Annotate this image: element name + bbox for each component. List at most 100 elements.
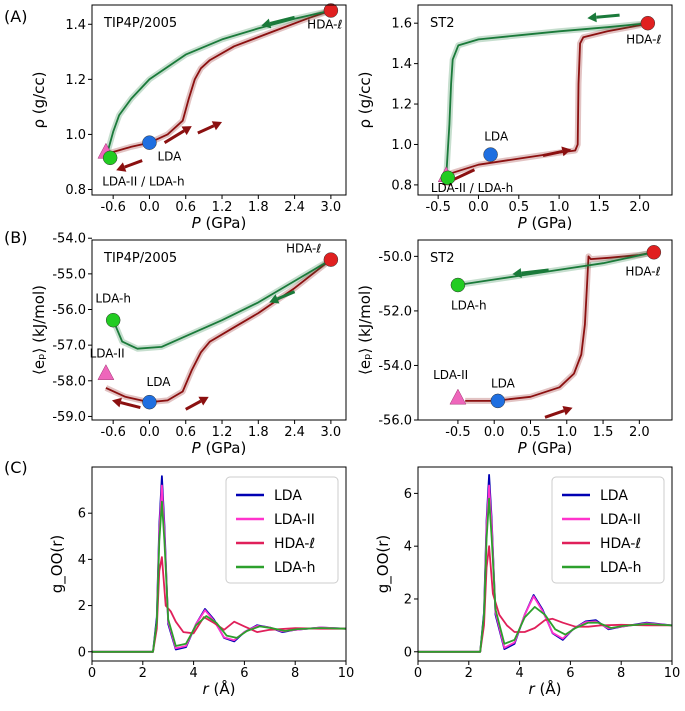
x-tick-label: -0.6	[100, 200, 125, 215]
x-tick-label: -0.5	[425, 200, 450, 215]
chart-title: ST2	[430, 16, 454, 31]
direction-arrow-shaft	[197, 124, 215, 135]
y-tick-label: 6	[78, 507, 86, 522]
x-tick-label: 1.2	[212, 425, 233, 440]
marker-label: LDA	[157, 150, 182, 164]
marker-label: LDA	[484, 129, 509, 143]
x-tick-label: 0	[88, 666, 96, 681]
axes-frame	[417, 4, 673, 196]
direction-arrow-shaft	[276, 290, 296, 301]
direction-arrow-shaft	[544, 409, 565, 419]
axes-frame	[91, 4, 347, 196]
direction-arrow-head	[269, 294, 280, 304]
marker-label: LDA-h	[95, 291, 131, 305]
x-tick-label: 10	[338, 666, 355, 681]
y-tick-label: -58.0	[52, 374, 86, 389]
y-tick-label: 0.8	[65, 183, 86, 198]
y-axis-label: g_OO(r)	[48, 535, 67, 594]
y-tick-label: 1.4	[65, 18, 86, 33]
x-tick-label: 2.0	[629, 200, 650, 215]
chart-title: TIP4P/2005	[103, 251, 177, 266]
x-axis-label-unit: (Å)	[209, 679, 236, 698]
y-tick-label: 2	[404, 592, 412, 607]
axes-frame	[417, 466, 673, 662]
marker-label: LDA-h	[451, 299, 487, 313]
x-tick-label: 6	[240, 666, 248, 681]
axes-frame	[91, 466, 347, 662]
state-marker	[323, 252, 339, 267]
x-tick-label: -0.5	[445, 425, 470, 440]
direction-arrow-shaft	[185, 399, 202, 411]
legend-label: LDA	[600, 488, 628, 504]
legend-label: HDA-ℓ	[274, 536, 315, 552]
x-axis-label-var: r	[529, 680, 536, 698]
x-tick-label: 0.6	[175, 425, 196, 440]
series-band-decompression	[104, 7, 332, 155]
state-marker-triangle	[97, 364, 115, 380]
y-tick-label: -57.0	[52, 339, 86, 354]
direction-arrow-head	[587, 12, 597, 23]
chart-b2: HDA-ℓ LDA-h LDA-II LDA -0.5 0.0 0.5 1.0 1.5 2.0 -5…	[356, 239, 673, 457]
x-tick-label: -0.6	[100, 425, 125, 440]
y-tick-label: -54.0	[378, 359, 412, 374]
y-tick-label: -55.0	[52, 267, 86, 282]
chart-c1: 0 2 4 6 8 10 0 2 4 6 r (Å) g_OO(r) LDA LDA-II HDA-ℓ LDA…	[48, 466, 355, 698]
series-group	[443, 20, 649, 178]
y-tick-label: -59.0	[52, 410, 86, 425]
y-tick-label: 4	[404, 540, 412, 555]
x-tick-label: 1.8	[248, 425, 269, 440]
state-marker	[640, 15, 656, 31]
state-marker	[142, 394, 157, 410]
x-tick-label: 1.0	[549, 200, 570, 215]
series-line-compression	[106, 9, 332, 155]
series-group	[418, 474, 672, 653]
x-axis-label: P (GPa)	[192, 439, 247, 457]
direction-arrow-head	[181, 126, 192, 136]
y-tick-label: 1.4	[391, 57, 412, 72]
x-axis-label-unit: (GPa)	[527, 439, 573, 457]
state-marker	[105, 312, 121, 328]
x-axis-label: P (GPa)	[518, 439, 573, 457]
x-axis-label-unit: (GPa)	[201, 214, 247, 232]
y-tick-label: -56.0	[52, 303, 86, 318]
direction-arrow-head	[561, 146, 572, 157]
x-axis-label-unit: (Å)	[535, 679, 562, 698]
x-tick-label: 1.5	[593, 425, 614, 440]
x-tick-label: 6	[566, 666, 574, 681]
legend-box	[551, 476, 665, 584]
series-line-hda-	[92, 556, 346, 653]
x-tick-label: 4	[515, 666, 523, 681]
y-tick-label: -54.0	[52, 232, 86, 247]
x-tick-label: 0.0	[468, 200, 489, 215]
axes-frame	[91, 239, 347, 421]
y-axis-label: g_OO(r)	[374, 535, 393, 594]
state-marker	[142, 135, 157, 150]
state-marker	[102, 150, 118, 166]
y-tick-label: 1.2	[65, 73, 86, 88]
direction-arrow-shaft	[542, 149, 563, 158]
axes-frame	[417, 239, 673, 421]
x-axis-label: P (GPa)	[192, 214, 247, 232]
chart-c2: 0 2 4 6 8 10 0 2 4 6 r (Å) g_OO(r) LDA LDA-II HDA-ℓ LDA…	[374, 466, 681, 698]
direction-arrow-shaft	[120, 401, 141, 409]
series-group	[104, 7, 332, 157]
series-band-compression	[445, 20, 649, 178]
y-tick-label: 0.8	[391, 178, 412, 193]
series-line-decompression	[445, 22, 648, 177]
legend-label: HDA-ℓ	[600, 536, 641, 552]
x-axis-label-var: P	[192, 439, 202, 457]
y-tick-label: 2	[78, 599, 86, 614]
state-marker	[440, 170, 456, 186]
x-tick-label: 0.6	[175, 200, 196, 215]
y-tick-label: 4	[78, 553, 86, 568]
marker-label: LDA	[147, 375, 172, 389]
x-tick-label: 2	[139, 666, 147, 681]
x-tick-label: 10	[664, 666, 681, 681]
direction-arrow-shaft	[596, 13, 620, 19]
marker-label: LDA-II	[90, 347, 125, 361]
x-tick-label: 0.5	[520, 425, 541, 440]
y-tick-label: 1.2	[391, 98, 412, 113]
x-axis-label-unit: (GPa)	[527, 214, 573, 232]
x-tick-label: 3.0	[321, 425, 342, 440]
x-tick-label: 8	[291, 666, 299, 681]
